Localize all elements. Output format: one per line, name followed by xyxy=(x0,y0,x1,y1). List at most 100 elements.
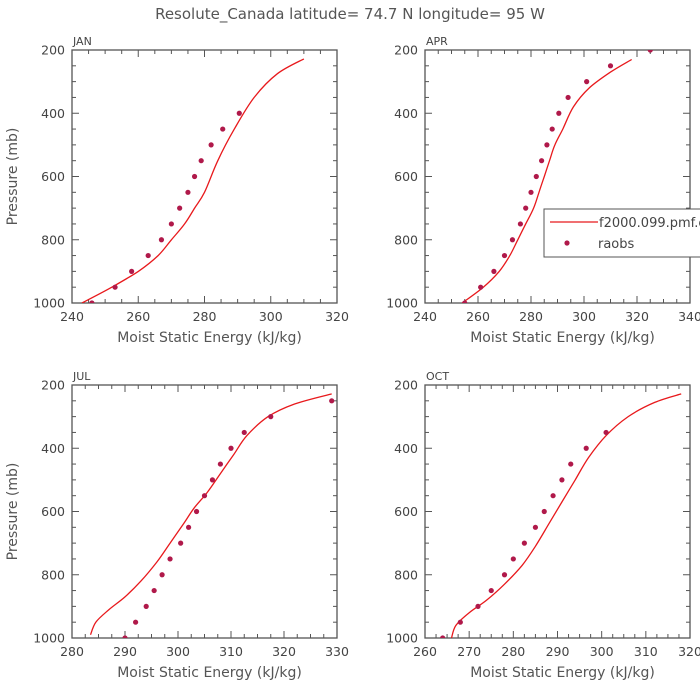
raobs-point xyxy=(488,587,494,594)
x-tick-label: 280 xyxy=(60,644,84,659)
x-tick-label: 300 xyxy=(166,644,190,659)
plot-area xyxy=(89,393,335,638)
plot-area xyxy=(461,50,653,303)
model-series-line xyxy=(461,58,633,303)
raobs-point xyxy=(521,540,527,546)
raobs-point xyxy=(510,556,516,562)
y-tick-label: 1000 xyxy=(33,296,65,311)
panel-label: OCT xyxy=(426,370,449,383)
panels-group: 240 260 280 300 320 200 400 600 800 1000 JAN Moist … xyxy=(5,35,700,681)
raobs-point xyxy=(565,94,571,101)
y-tick-label: 1000 xyxy=(33,631,65,646)
raobs-point xyxy=(129,268,135,274)
raobs-point xyxy=(228,445,234,451)
x-tick-label: 300 xyxy=(572,309,596,324)
x-tick-label: 260 xyxy=(466,309,490,324)
x-tick-label: 320 xyxy=(272,644,296,659)
raobs-point xyxy=(583,445,589,451)
raobs-point xyxy=(457,619,463,625)
raobs-point xyxy=(185,189,191,195)
panel-jul: 280 290 300 310 320 330 200 400 600 800 1000 JUL Moi… xyxy=(5,370,349,681)
x-tick-label: 260 xyxy=(126,309,150,324)
x-tick-label: 240 xyxy=(413,309,437,324)
y-tick-label: 800 xyxy=(394,232,418,247)
plot-frame xyxy=(71,49,338,304)
raobs-point xyxy=(329,398,335,404)
model-series-line xyxy=(89,393,332,636)
y-tick-label: 800 xyxy=(394,567,418,582)
raobs-point xyxy=(122,635,128,638)
x-tick-label: 290 xyxy=(113,644,137,659)
raobs-point xyxy=(268,414,274,420)
raobs-point xyxy=(532,524,539,530)
raobs-point xyxy=(191,173,198,180)
x-axis-label: Moist Static Energy (kJ/kg) xyxy=(470,330,655,346)
plot-area xyxy=(440,393,682,638)
raobs-point xyxy=(541,508,547,515)
raobs-point xyxy=(217,461,223,467)
y-tick-label: 1000 xyxy=(386,631,418,646)
raobs-point xyxy=(201,493,208,499)
model-series-line xyxy=(450,393,682,638)
raobs-point xyxy=(603,429,609,436)
raobs-point xyxy=(167,556,173,562)
x-tick-label: 270 xyxy=(457,644,481,659)
raobs-point xyxy=(559,477,565,483)
x-tick-label: 290 xyxy=(546,644,570,659)
panel-label: JUL xyxy=(72,370,91,383)
y-axis-label: Pressure (mb) xyxy=(5,463,21,561)
raobs-point xyxy=(145,252,151,259)
raobs-point xyxy=(528,189,534,195)
legend-box xyxy=(543,208,700,258)
x-axis-label: Moist Static Energy (kJ/kg) xyxy=(470,665,655,681)
raobs-point xyxy=(501,572,508,578)
panel-label: APR xyxy=(426,35,448,48)
plot-frame xyxy=(71,384,338,639)
y-tick-label: 800 xyxy=(41,567,65,582)
y-tick-label: 600 xyxy=(394,504,418,519)
x-tick-label: 300 xyxy=(590,644,614,659)
y-tick-label: 200 xyxy=(394,43,418,58)
figure-title: Resolute_Canada latitude= 74.7 N longitu… xyxy=(155,5,545,24)
y-tick-label: 400 xyxy=(394,441,418,456)
y-tick-label: 400 xyxy=(41,441,65,456)
x-tick-label: 340 xyxy=(678,309,700,324)
x-tick-label: 320 xyxy=(625,309,649,324)
y-tick-label: 200 xyxy=(41,378,65,393)
y-tick-label: 600 xyxy=(41,169,65,184)
x-tick-label: 300 xyxy=(259,309,283,324)
raobs-point xyxy=(209,477,216,483)
raobs-point xyxy=(549,126,555,132)
legend-obs-label: raobs xyxy=(598,237,635,252)
raobs-point xyxy=(198,158,204,164)
raobs-point xyxy=(241,429,247,436)
raobs-point xyxy=(143,603,149,609)
x-axis-label: Moist Static Energy (kJ/kg) xyxy=(117,330,302,346)
raobs-point xyxy=(208,142,214,148)
y-tick-label: 200 xyxy=(41,43,65,58)
raobs-point xyxy=(478,284,484,290)
y-tick-label: 1000 xyxy=(386,296,418,311)
raobs-point xyxy=(462,300,468,303)
plot-frame xyxy=(424,384,691,639)
raobs-point xyxy=(133,619,139,625)
panel-apr: 240 260 280 300 320 340 200 400 600 800 1000 APR Moi… xyxy=(386,35,700,346)
x-tick-label: 280 xyxy=(501,644,525,659)
raobs-point xyxy=(151,587,157,594)
y-tick-label: 400 xyxy=(394,106,418,121)
raobs-point xyxy=(89,300,95,303)
plot-frame xyxy=(424,49,691,304)
raobs-point xyxy=(544,142,550,148)
raobs-point xyxy=(158,237,165,243)
legend: f2000.099.pmf.c raobs xyxy=(543,208,700,258)
y-tick-label: 600 xyxy=(394,169,418,184)
x-tick-label: 320 xyxy=(678,644,700,659)
raobs-point xyxy=(550,493,556,499)
y-tick-label: 200 xyxy=(394,378,418,393)
raobs-point xyxy=(584,79,590,85)
plot-area xyxy=(81,58,305,303)
raobs-point xyxy=(647,50,653,53)
x-axis-label: Moist Static Energy (kJ/kg) xyxy=(117,665,302,681)
y-axis-label: Pressure (mb) xyxy=(5,128,21,226)
raobs-point xyxy=(523,205,529,211)
